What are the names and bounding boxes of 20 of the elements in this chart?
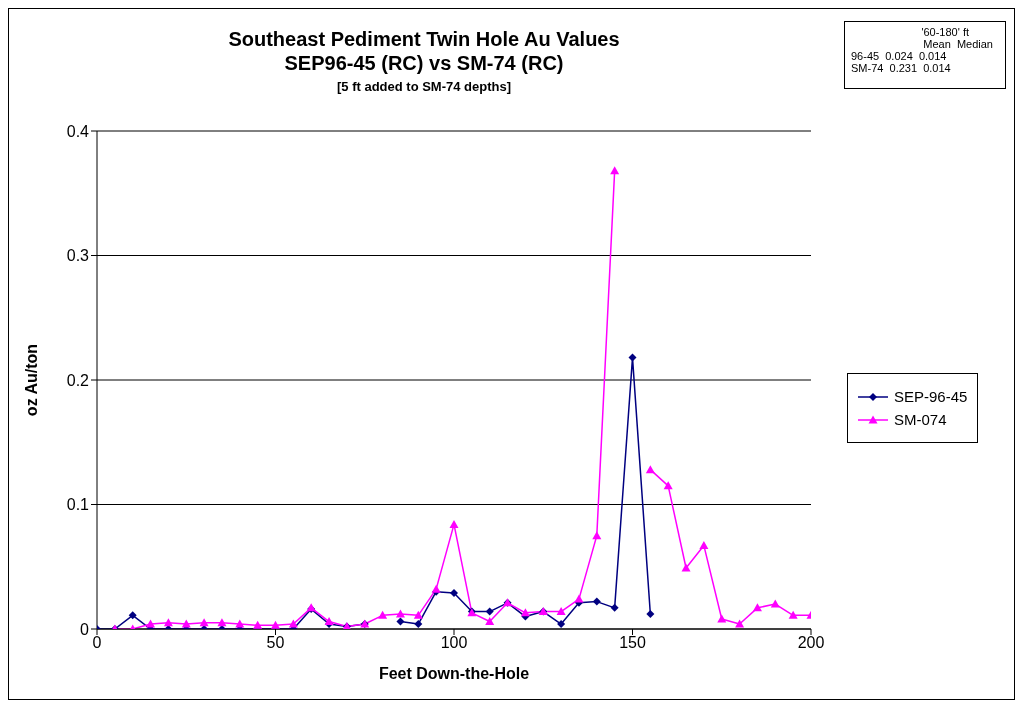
y-tick-label: 0 xyxy=(80,620,90,638)
x-tick-label: 150 xyxy=(619,634,646,652)
x-tick-label: 50 xyxy=(266,634,285,652)
x-tick-label: 100 xyxy=(440,634,468,652)
x-tick-label: 200 xyxy=(797,634,825,652)
legend-label: SM-074 xyxy=(894,411,947,428)
y-tick-label: 0.2 xyxy=(66,371,90,389)
chart-title: Southeast Pediment Twin Hole Au Values SEP96-45 (RC) vs SM-74 (RC) xyxy=(227,27,621,75)
y-axis-title: oz Au/ton xyxy=(22,343,40,417)
y-tick-label: 0.1 xyxy=(66,496,90,514)
chart-subtitle: [5 ft added to SM-74 depths] xyxy=(335,79,513,94)
x-tick-label: 0 xyxy=(92,634,102,652)
text: '60-180' ft xyxy=(920,26,970,38)
y-tick-label: 0.4 xyxy=(66,122,90,140)
x-axis-title: Feet Down-the-Hole xyxy=(378,665,530,682)
legend-label: SEP-96-45 xyxy=(894,388,968,405)
text: 96-45 0.024 0.014 xyxy=(851,50,948,62)
text: Mean Median xyxy=(922,38,994,50)
y-tick-label: 0.3 xyxy=(66,247,90,265)
text: SM-74 0.231 0.014 xyxy=(851,62,952,74)
